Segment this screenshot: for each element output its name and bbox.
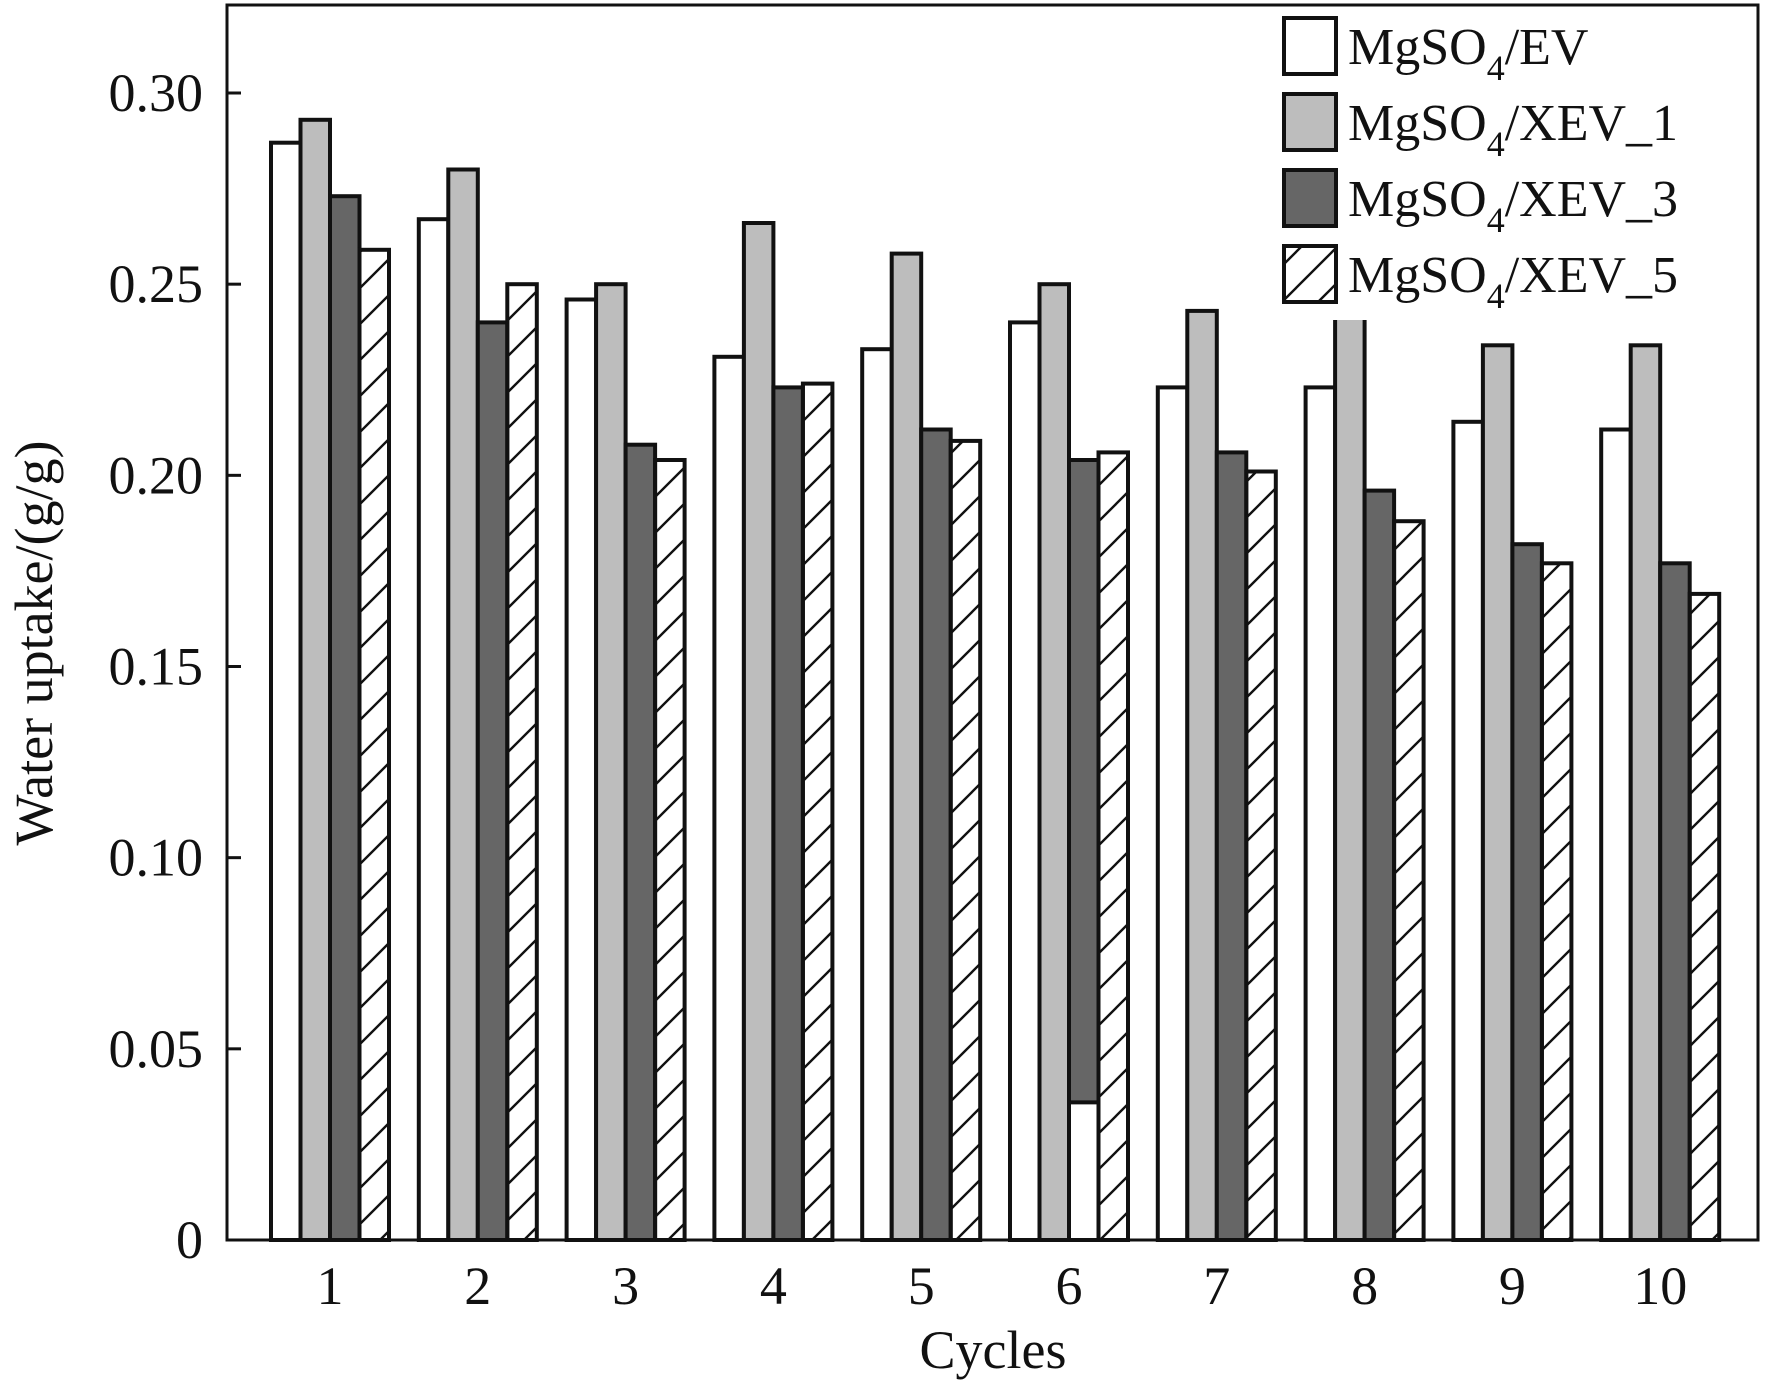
x-tick-label: 7 — [1203, 1256, 1230, 1316]
x-tick-label: 10 — [1633, 1256, 1687, 1316]
bar-cycle-6-series-2 — [1037, 282, 1071, 1242]
legend-swatch-4 — [1282, 244, 1338, 304]
legend: MgSO4/EV MgSO4/XEV_1 MgSO4/XEV_3 MgSO4/XEV_… — [1278, 12, 1754, 320]
bar-cycle-10-series-4 — [1687, 591, 1722, 1242]
bar-base-segment-0 — [1071, 1102, 1097, 1238]
x-tick-label: 2 — [464, 1256, 491, 1316]
x-tick-label: 1 — [317, 1256, 344, 1316]
bars-layer — [269, 117, 1722, 1243]
bar-cycle-5-series-3 — [919, 427, 953, 1242]
bar-cycle-8-series-1 — [1303, 385, 1338, 1242]
bar-cycle-2-series-1 — [416, 217, 451, 1242]
x-tick-label: 8 — [1351, 1256, 1378, 1316]
bar-cycle-4-series-1 — [712, 354, 746, 1242]
bar-cycle-9-series-2 — [1480, 343, 1515, 1242]
bar-cycle-4-series-3 — [771, 385, 805, 1242]
bar-cycle-9-series-4 — [1539, 561, 1574, 1242]
bar-cycle-3-series-4 — [653, 458, 687, 1242]
bar-cycle-10-series-1 — [1599, 427, 1633, 1242]
legend-label-3: MgSO4/XEV_3 — [1348, 171, 1678, 240]
x-tick-label: 4 — [760, 1256, 787, 1316]
bar-cycle-8-series-2 — [1333, 308, 1367, 1242]
axes-layer: 0 0.05 0.10 0.15 0.20 0.25 0.30 1 2 3 4 5 6 7 8 9 10 — [109, 3, 1760, 1316]
bar-cycle-2-series-2 — [446, 167, 480, 1242]
legend-label-1: MgSO4/EV — [1348, 19, 1588, 88]
legend-swatch-3 — [1282, 168, 1338, 228]
bar-cycle-7-series-3 — [1214, 450, 1249, 1242]
bar-cycle-4-series-4 — [800, 381, 835, 1243]
bar-cycle-1-series-2 — [298, 117, 332, 1242]
bar-cycle-5-series-4 — [948, 438, 983, 1242]
bar-cycle-3-series-1 — [564, 297, 599, 1242]
legend-background — [1278, 12, 1754, 320]
y-tick-label: 0.25 — [109, 254, 204, 314]
x-tick-label: 5 — [908, 1256, 935, 1316]
bar-cycle-5-series-2 — [889, 251, 924, 1243]
bar-cycle-7-series-1 — [1155, 385, 1190, 1242]
bar-cycle-7-series-2 — [1185, 308, 1219, 1242]
bar-cycle-3-series-2 — [594, 282, 628, 1242]
bar-cycle-10-series-3 — [1658, 561, 1692, 1242]
bar-cycle-2-series-4 — [505, 282, 539, 1242]
bar-cycle-9-series-1 — [1451, 419, 1485, 1242]
legend-label-2: MgSO4/XEV_1 — [1348, 95, 1678, 164]
x-axis-title: Cycles — [920, 1320, 1067, 1380]
x-tick-label: 6 — [1056, 1256, 1083, 1316]
legend-label-4: MgSO4/XEV_5 — [1348, 247, 1678, 316]
bar-cycle-6-series-4 — [1096, 450, 1130, 1242]
bar-cycle-7-series-4 — [1244, 469, 1278, 1242]
bar-cycle-1-series-1 — [269, 140, 303, 1243]
bar-cycle-10-series-2 — [1628, 343, 1663, 1242]
y-axis-title: Water uptake/(g/g) — [4, 441, 64, 846]
y-tick-label: 0.10 — [109, 828, 204, 888]
bar-cycle-8-series-3 — [1362, 488, 1397, 1243]
plot-frame — [225, 3, 1760, 1242]
y-tick-label: 0.30 — [109, 63, 204, 123]
x-tick-label: 3 — [612, 1256, 639, 1316]
bar-cycle-8-series-4 — [1392, 519, 1426, 1242]
y-tick-label: 0 — [176, 1210, 203, 1270]
y-tick-label: 0.15 — [109, 637, 204, 697]
bar-cycle-6-series-1 — [1008, 320, 1042, 1242]
bar-cycle-9-series-3 — [1510, 542, 1544, 1242]
legend-swatch-2 — [1282, 92, 1338, 152]
x-tick-label: 9 — [1499, 1256, 1526, 1316]
bar-cycle-1-series-4 — [357, 247, 391, 1243]
bar-cycle-5-series-1 — [860, 347, 894, 1242]
legend-swatch-1 — [1282, 16, 1338, 76]
y-tick-label: 0.05 — [109, 1019, 204, 1079]
bar-cycle-4-series-2 — [741, 221, 776, 1242]
bar-cycle-2-series-3 — [475, 320, 510, 1242]
bar-cycle-1-series-3 — [328, 194, 362, 1243]
bar-cycle-3-series-3 — [623, 442, 658, 1242]
y-tick-label: 0.20 — [109, 445, 204, 505]
